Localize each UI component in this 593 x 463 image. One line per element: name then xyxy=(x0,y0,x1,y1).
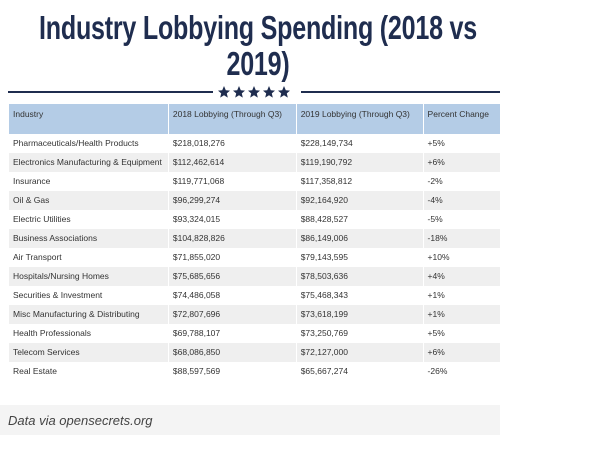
table-row: Misc Manufacturing & Distributing $72,807… xyxy=(8,305,500,324)
table-cell: $75,468,343 xyxy=(295,286,424,305)
table-cell: -4% xyxy=(422,191,500,210)
table-cell: $96,299,274 xyxy=(167,191,297,210)
table-body: Pharmaceuticals/Health Products $218,018,… xyxy=(8,134,500,381)
table-cell: +6% xyxy=(422,153,500,172)
table-cell: $104,828,826 xyxy=(167,229,297,248)
table-cell: $92,164,920 xyxy=(295,191,424,210)
table-cell: Pharmaceuticals/Health Products xyxy=(8,134,169,153)
table-cell: $78,503,636 xyxy=(295,267,424,286)
table-cell: $86,149,006 xyxy=(295,229,424,248)
table-row: Electronics Manufacturing & Equipment $11… xyxy=(8,153,500,172)
table-cell: +6% xyxy=(422,343,500,362)
table-cell: $117,358,812 xyxy=(295,172,424,191)
column-header: 2019 Lobbying (Through Q3) xyxy=(295,104,424,134)
table-cell: $112,462,614 xyxy=(167,153,297,172)
table-row: Real Estate $88,597,569 $65,667,274 -26% xyxy=(8,362,500,381)
table-cell: $74,486,058 xyxy=(167,286,297,305)
table-cell: $79,143,595 xyxy=(295,248,424,267)
table-cell: $218,018,276 xyxy=(167,134,297,153)
table-cell: $72,127,000 xyxy=(295,343,424,362)
table-cell: Hospitals/Nursing Homes xyxy=(8,267,169,286)
table-cell: $71,855,020 xyxy=(167,248,297,267)
column-header: Industry xyxy=(8,104,169,134)
table-row: Air Transport $71,855,020 $79,143,595 +10% xyxy=(8,248,500,267)
lobbying-table: Industry 2018 Lobbying (Through Q3) 2019 L… xyxy=(8,104,500,381)
table-cell: Telecom Services xyxy=(8,343,169,362)
table-cell: $65,667,274 xyxy=(295,362,424,381)
table-cell: +1% xyxy=(422,286,500,305)
table-row: Pharmaceuticals/Health Products $218,018,… xyxy=(8,134,500,153)
table-row: Securities & Investment $74,486,058 $75,46… xyxy=(8,286,500,305)
table-cell: Securities & Investment xyxy=(8,286,169,305)
table-cell: -26% xyxy=(422,362,500,381)
table-cell: Air Transport xyxy=(8,248,169,267)
table-cell: $75,685,656 xyxy=(167,267,297,286)
table-cell: -18% xyxy=(422,229,500,248)
table-row: Hospitals/Nursing Homes $75,685,656 $78,50… xyxy=(8,267,500,286)
table-cell: +5% xyxy=(422,324,500,343)
table-cell: $69,788,107 xyxy=(167,324,297,343)
table-cell: $119,771,068 xyxy=(167,172,297,191)
table-cell: $68,086,850 xyxy=(167,343,297,362)
table-row: Business Associations $104,828,826 $86,149… xyxy=(8,229,500,248)
table-cell: +5% xyxy=(422,134,500,153)
table-cell: Oil & Gas xyxy=(8,191,169,210)
table-cell: Electronics Manufacturing & Equipment xyxy=(8,153,169,172)
footer: Data via opensecrets.org xyxy=(0,405,500,435)
divider xyxy=(8,86,500,98)
table-cell: Misc Manufacturing & Distributing xyxy=(8,305,169,324)
table-cell: +10% xyxy=(422,248,500,267)
table-cell: $88,597,569 xyxy=(167,362,297,381)
header-row: Industry 2018 Lobbying (Through Q3) 2019 L… xyxy=(8,104,500,134)
table-row: Electric Utilities $93,324,015 $88,428,527… xyxy=(8,210,500,229)
table-cell: Business Associations xyxy=(8,229,169,248)
table-cell: Insurance xyxy=(8,172,169,191)
table-cell: $88,428,527 xyxy=(295,210,424,229)
table-cell: Health Professionals xyxy=(8,324,169,343)
table-cell: +4% xyxy=(422,267,500,286)
column-header: Percent Change xyxy=(422,104,500,134)
title-block: Industry Lobbying Spending (2018 vs 2019… xyxy=(30,10,486,82)
table-cell: -5% xyxy=(422,210,500,229)
column-header: 2018 Lobbying (Through Q3) xyxy=(167,104,297,134)
table-cell: -2% xyxy=(422,172,500,191)
title: Industry Lobbying Spending (2018 vs 2019… xyxy=(39,9,477,82)
table-row: Insurance $119,771,068 $117,358,812 -2% xyxy=(8,172,500,191)
table-row: Health Professionals $69,788,107 $73,250,7… xyxy=(8,324,500,343)
table-cell: +1% xyxy=(422,305,500,324)
table-cell: Electric Utilities xyxy=(8,210,169,229)
table-row: Oil & Gas $96,299,274 $92,164,920 -4% xyxy=(8,191,500,210)
table-cell: Real Estate xyxy=(8,362,169,381)
table-cell: $73,250,769 xyxy=(295,324,424,343)
table-cell: $228,149,734 xyxy=(295,134,424,153)
source-note: Data via opensecrets.org xyxy=(8,413,153,428)
table-cell: $119,190,792 xyxy=(295,153,424,172)
table-cell: $72,807,696 xyxy=(167,305,297,324)
table-cell: $93,324,015 xyxy=(167,210,297,229)
table-cell: $73,618,199 xyxy=(295,305,424,324)
table-row: Telecom Services $68,086,850 $72,127,000 +6… xyxy=(8,343,500,362)
